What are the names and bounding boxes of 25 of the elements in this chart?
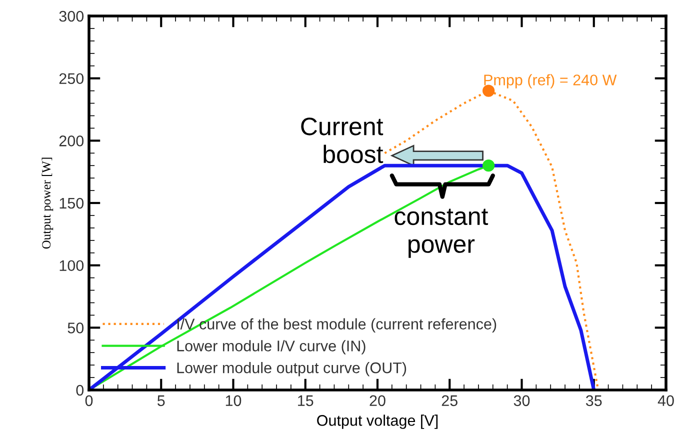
line-series: [89, 164, 596, 390]
legend-label: Lower module output curve (OUT): [177, 362, 406, 376]
y-tick-label: 250: [59, 73, 84, 84]
annotation: constant power: [394, 208, 488, 258]
y-tick-label: 150: [60, 198, 84, 209]
x-tick-label: 5: [157, 395, 165, 406]
x-tick-label: 10: [226, 395, 242, 406]
legend-label: I/V curve of the best module (current reference): [177, 318, 496, 332]
x-tick-label: 20: [370, 395, 386, 406]
x-tick-label: 15: [298, 395, 314, 406]
x-tick-label: 25: [442, 395, 458, 406]
x-tick-label: 35: [586, 395, 602, 406]
legend-label: Lower module I/V curve (IN): [177, 340, 366, 354]
x-tick-label: 40: [658, 395, 674, 406]
annotation: Current boost: [301, 118, 384, 164]
annotation: Pmpp (ref) = 240 W: [484, 74, 617, 88]
x-axis-title: Output voltage [V]: [317, 414, 438, 429]
y-tick-label: 200: [59, 136, 84, 146]
x-tick-label: 0: [85, 395, 93, 406]
x-tick-label: 30: [514, 395, 530, 406]
y-tick-label: 50: [68, 322, 84, 334]
y-axis-title: Output power [W]: [42, 158, 54, 249]
y-tick-label: 100: [60, 260, 84, 272]
y-tick-label: 300: [59, 10, 84, 22]
y-tick-label: 0: [76, 384, 84, 396]
